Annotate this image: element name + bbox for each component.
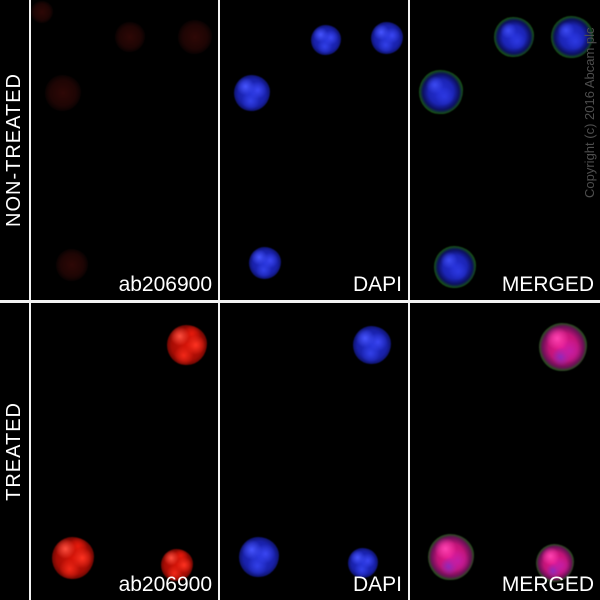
row-label-non-treated: NON-TREATED (3, 73, 25, 227)
panel-label-merged: MERGED (501, 573, 594, 596)
panel-label-ab206900: ab206900 (118, 273, 212, 296)
red-faint-cell (45, 75, 81, 111)
merged-blue-cell (419, 70, 463, 114)
panel-label-dapi: DAPI (352, 573, 402, 596)
panel-non-treated-dapi: DAPI (220, 0, 408, 300)
merged-magenta-cell (428, 534, 474, 580)
nucleus-blue-cell (353, 326, 391, 364)
merged-magenta-cell (536, 544, 574, 582)
red-faint-cell (178, 20, 212, 54)
merged-magenta-cell (539, 323, 587, 371)
panel-treated-ab206900: ab206900 (31, 303, 218, 600)
red-faint-cell (31, 1, 53, 23)
divider-row-1-2 (0, 300, 600, 303)
row-label-box-treated: TREATED (0, 303, 29, 600)
nucleus-blue-cell (234, 75, 270, 111)
red-faint-cell (115, 22, 145, 52)
nucleus-blue-cell (311, 25, 341, 55)
red-bright-cell (161, 549, 193, 581)
panel-label-merged: MERGED (501, 273, 594, 296)
nucleus-blue-cell (348, 548, 378, 578)
copyright-text: Copyright (c) 2016 Abcam plc (582, 27, 597, 198)
panel-treated-merged: MERGED (410, 303, 600, 600)
red-bright-cell (52, 537, 94, 579)
nucleus-blue-cell (239, 537, 279, 577)
row-label-treated: TREATED (3, 402, 25, 501)
row-label-box-non-treated: NON-TREATED (0, 0, 29, 300)
merged-blue-cell (434, 246, 476, 288)
nucleus-blue-cell (371, 22, 403, 54)
red-faint-cell (56, 249, 88, 281)
panel-non-treated-merged: MERGED (410, 0, 600, 300)
nucleus-blue-cell (249, 247, 281, 279)
panel-label-dapi: DAPI (352, 273, 402, 296)
panel-label-ab206900: ab206900 (118, 573, 212, 596)
merged-blue-cell (551, 16, 593, 58)
red-bright-cell (167, 325, 207, 365)
panel-non-treated-ab206900: ab206900 (31, 0, 218, 300)
merged-blue-cell (494, 17, 534, 57)
panel-treated-dapi: DAPI (220, 303, 408, 600)
